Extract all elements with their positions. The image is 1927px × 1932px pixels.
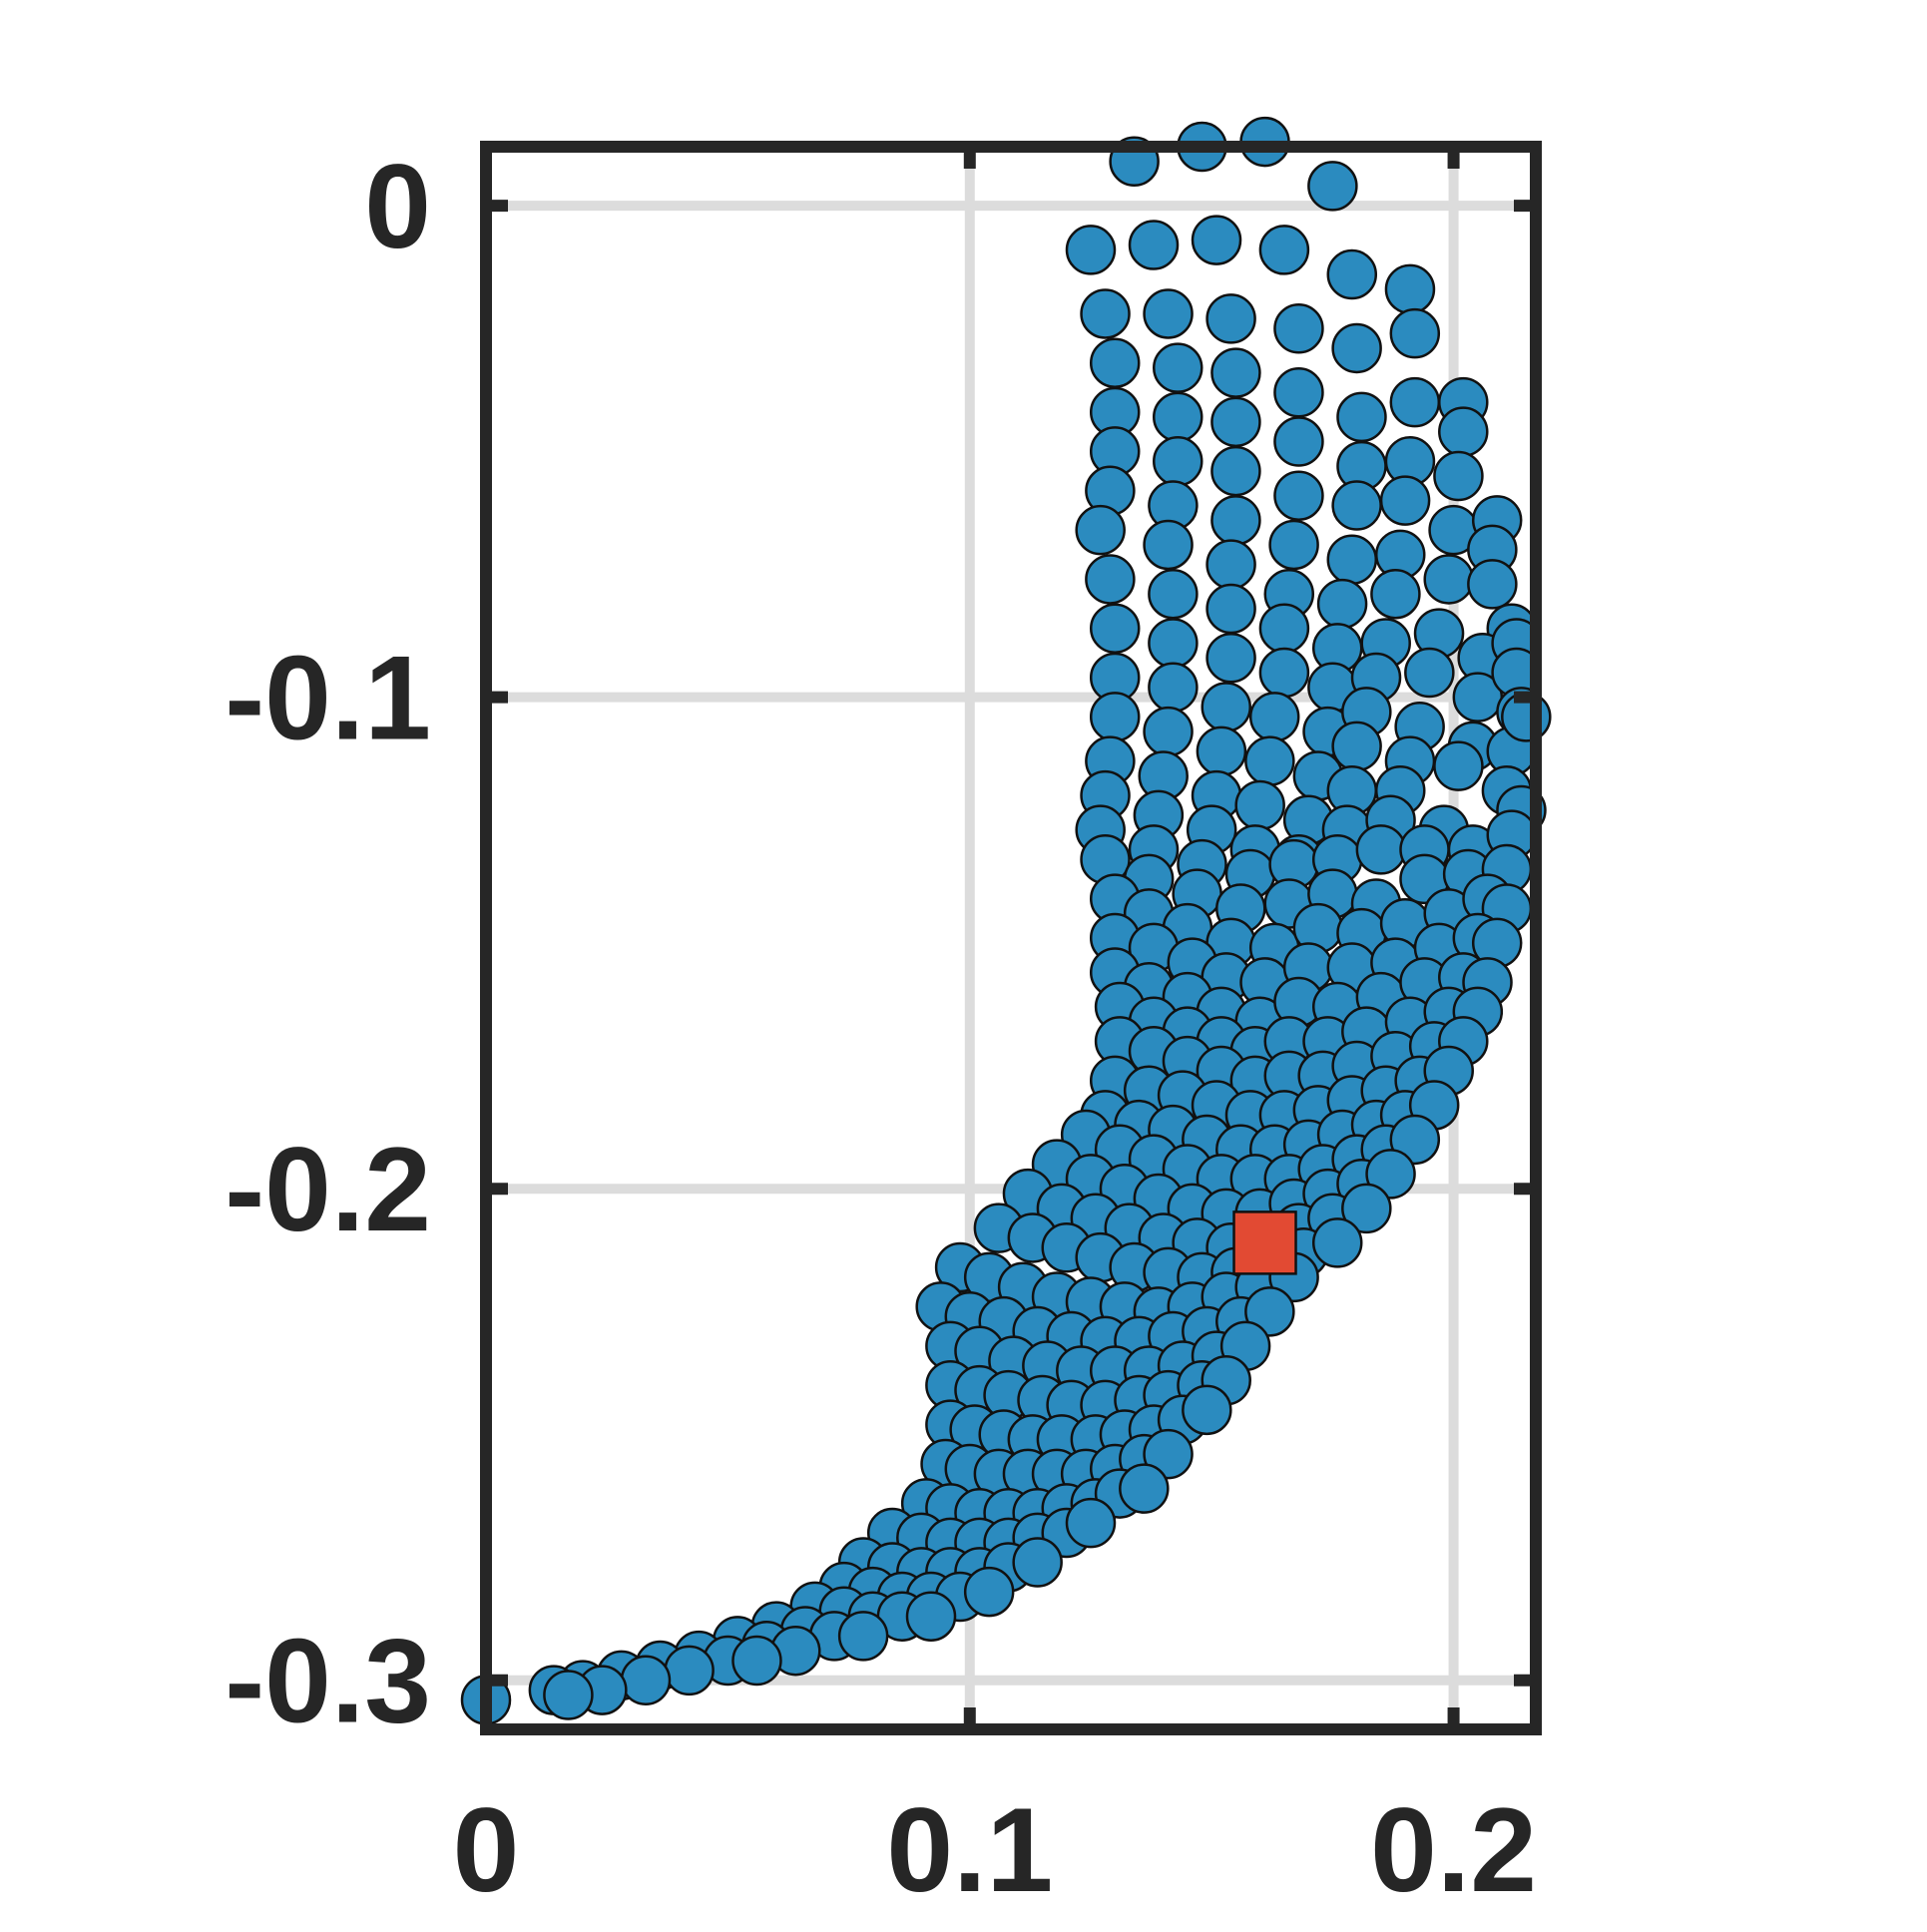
data-point-35 (1379, 475, 1431, 526)
data-point-357 (664, 1645, 715, 1696)
data-point-47 (1205, 539, 1256, 590)
data-point-15 (1389, 307, 1441, 359)
data-point-36 (1433, 450, 1484, 502)
data-point-238 (1341, 1183, 1392, 1234)
data-point-319 (1119, 1463, 1170, 1514)
data-point-12 (1205, 293, 1256, 344)
data-point-363 (543, 1670, 594, 1720)
axes-box (480, 141, 1542, 1735)
data-point-310 (1143, 1428, 1194, 1480)
data-point-65 (1258, 647, 1310, 699)
data-point-345 (905, 1591, 957, 1642)
data-point-17 (1153, 342, 1204, 393)
data-point-29 (1438, 406, 1489, 457)
data-point-355 (731, 1635, 782, 1687)
data-point-33 (1273, 470, 1324, 521)
data-point-18 (1210, 347, 1261, 398)
data-point-39 (1210, 495, 1261, 546)
y-tick-label-3: -0.3 (225, 1615, 431, 1748)
data-point-115 (1355, 824, 1407, 875)
data-point-6 (1191, 215, 1242, 265)
y-tick-label-2: -0.2 (225, 1123, 431, 1256)
data-point-54 (1148, 568, 1199, 620)
square-point-0 (1232, 1210, 1297, 1275)
data-point-3 (1307, 161, 1358, 212)
data-point-10 (1080, 288, 1131, 339)
data-point-72 (1148, 662, 1199, 714)
data-point-63 (1148, 618, 1199, 669)
x-tick-label-0: 0 (453, 1783, 520, 1917)
data-point-7 (1258, 225, 1310, 275)
data-point-64 (1205, 632, 1256, 684)
data-point-216 (1389, 1114, 1441, 1166)
data-point-96 (1433, 740, 1484, 791)
data-point-13 (1273, 302, 1324, 354)
data-point-68 (1404, 647, 1455, 699)
x-tick-label-2: 0.2 (1370, 1783, 1537, 1917)
data-point-50 (1370, 568, 1421, 620)
data-point-41 (1326, 534, 1378, 585)
data-point-25 (1210, 396, 1261, 448)
data-point-34 (1331, 480, 1382, 531)
data-point-49 (1316, 578, 1368, 630)
data-point-271 (1244, 1286, 1295, 1337)
data-point-73 (1201, 682, 1251, 732)
data-point-359 (620, 1655, 672, 1705)
data-point-74 (1248, 692, 1300, 742)
data-point-51 (1423, 554, 1474, 605)
data-point-32 (1210, 445, 1261, 497)
data-point-81 (1143, 706, 1194, 757)
data-point-5 (1128, 220, 1180, 270)
data-point-85 (1331, 721, 1382, 772)
data-point-92 (1234, 779, 1285, 831)
data-point-249 (1311, 1217, 1363, 1268)
x-tick-label-1: 0.1 (886, 1783, 1053, 1917)
data-point-349 (837, 1611, 889, 1662)
data-point-45 (1075, 504, 1126, 556)
data-point-31 (1153, 435, 1204, 487)
axes (480, 141, 1542, 1735)
data-point-83 (1244, 735, 1295, 786)
data-point-8 (1326, 248, 1378, 300)
data-point-62 (1089, 603, 1141, 654)
data-point-16 (1089, 337, 1141, 388)
data-point-21 (1389, 376, 1441, 428)
y-tick-label-1: -0.1 (225, 632, 431, 765)
data-point-20 (1336, 391, 1387, 443)
data-point-24 (1153, 391, 1204, 443)
data-point-9 (1384, 263, 1436, 315)
tick-labels: 0 0.1 0.2 0 -0.1 -0.2 -0.3 (225, 140, 1537, 1917)
data-point-19 (1273, 367, 1324, 418)
data-point-82 (1196, 725, 1247, 777)
data-point-327 (1065, 1497, 1117, 1549)
data-point-340 (963, 1566, 1015, 1618)
data-point-46 (1143, 519, 1194, 571)
data-point-334 (1012, 1537, 1063, 1588)
data-point-80 (1089, 692, 1141, 742)
data-point-301 (1182, 1384, 1232, 1436)
data-point-56 (1258, 603, 1310, 654)
data-point-4 (1065, 225, 1117, 275)
data-point-53 (1085, 554, 1136, 605)
data-point-55 (1205, 583, 1256, 635)
y-tick-label-0: 0 (364, 140, 431, 273)
data-point-26 (1273, 416, 1324, 467)
data-point-227 (1365, 1149, 1416, 1200)
data-point-60 (1467, 559, 1518, 610)
data-point-11 (1143, 288, 1194, 339)
data-point-40 (1268, 519, 1319, 571)
data-point-14 (1331, 322, 1382, 374)
data-points (460, 116, 1552, 1725)
